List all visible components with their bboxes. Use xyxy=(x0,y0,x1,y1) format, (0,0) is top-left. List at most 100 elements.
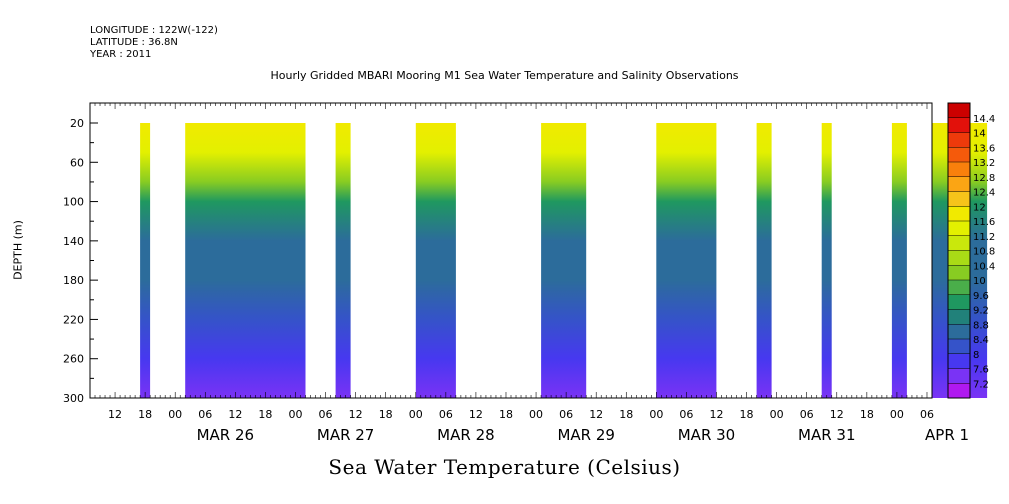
colorbar-swatch xyxy=(948,176,970,192)
x-hour-label: 18 xyxy=(258,408,272,421)
colorbar-swatch xyxy=(948,250,970,266)
colorbar-swatch xyxy=(948,324,970,340)
data-segment-0 xyxy=(140,123,151,398)
colorbar-swatch xyxy=(948,353,970,369)
y-tick-label: 100 xyxy=(63,196,84,209)
colorbar-label: 8.8 xyxy=(973,320,989,331)
colorbar-swatch xyxy=(948,191,970,207)
data-segment-3 xyxy=(415,123,456,398)
colorbar-label: 11.2 xyxy=(973,232,995,243)
data-segment-4 xyxy=(541,123,587,398)
colorbar-label: 8.4 xyxy=(973,335,989,346)
data-segment-5 xyxy=(656,123,717,398)
y-axis: 20 60 100 140 180 220 260 300 xyxy=(63,117,98,405)
x-hour-label: 18 xyxy=(379,408,393,421)
x-hour-label: 06 xyxy=(198,408,212,421)
colorbar-label: 7.6 xyxy=(973,365,989,376)
colorbar-label: 13.2 xyxy=(973,158,995,169)
x-hour-label: 00 xyxy=(529,408,543,421)
colorbar-label: 10.4 xyxy=(973,261,995,272)
colorbar-label: 11.6 xyxy=(973,217,995,228)
x-axis-title: Sea Water Temperature (Celsius) xyxy=(328,455,681,479)
data-segment-6 xyxy=(756,123,772,398)
x-day-label: APR 1 xyxy=(925,426,969,444)
colorbar-swatch xyxy=(948,117,970,133)
colorbar-swatch xyxy=(948,265,970,281)
colorbar-label: 10 xyxy=(973,276,986,287)
x-day-label: MAR 31 xyxy=(798,426,855,444)
colorbar-swatch xyxy=(948,383,970,399)
colorbar-label: 12.4 xyxy=(973,188,995,199)
data-segments xyxy=(140,123,988,398)
colorbar-swatch xyxy=(948,339,970,355)
colorbar-swatch xyxy=(948,235,970,251)
x-hour-label: 12 xyxy=(469,408,483,421)
colorbar-label: 13.6 xyxy=(973,143,995,154)
x-hour-label: 18 xyxy=(619,408,633,421)
colorbar-swatch xyxy=(948,309,970,325)
data-segment-2 xyxy=(335,123,351,398)
colorbar-swatch xyxy=(948,280,970,296)
x-day-label: MAR 27 xyxy=(317,426,374,444)
x-day-label: MAR 28 xyxy=(437,426,494,444)
x-hour-label: 00 xyxy=(409,408,423,421)
x-hour-label: 12 xyxy=(589,408,603,421)
x-hour-label: 06 xyxy=(559,408,573,421)
x-hour-label: 06 xyxy=(439,408,453,421)
colorbar-swatch xyxy=(948,132,970,148)
x-axis: 12 18 00 06 12 18 00 06 12 18 00 06 12 18 00 06 12 18 00 06… xyxy=(89,103,969,444)
x-day-label: MAR 26 xyxy=(197,426,254,444)
x-hour-label: 00 xyxy=(770,408,784,421)
colorbar-label: 9.2 xyxy=(973,306,989,317)
x-hour-label: 00 xyxy=(890,408,904,421)
x-hour-label: 18 xyxy=(138,408,152,421)
y-tick-label: 220 xyxy=(63,313,84,326)
y-tick-label: 180 xyxy=(63,274,84,287)
colorbar-label: 10.8 xyxy=(973,247,995,258)
colorbar-swatch xyxy=(948,368,970,384)
longitude-label: LONGITUDE : 122W(-122) xyxy=(90,25,218,36)
colorbar-label: 7.2 xyxy=(973,379,989,390)
x-hour-label: 00 xyxy=(288,408,302,421)
x-hour-label: 18 xyxy=(499,408,513,421)
data-segment-8 xyxy=(891,123,907,398)
x-hour-label: 00 xyxy=(649,408,663,421)
y-tick-label: 20 xyxy=(70,117,84,130)
x-hour-label: 12 xyxy=(709,408,723,421)
x-day-label: MAR 30 xyxy=(678,426,735,444)
colorbar-label: 9.6 xyxy=(973,291,989,302)
x-hour-label: 12 xyxy=(349,408,363,421)
x-day-label: MAR 29 xyxy=(557,426,614,444)
colorbar-swatch xyxy=(948,162,970,178)
x-hour-label: 06 xyxy=(319,408,333,421)
colorbar-swatch xyxy=(948,221,970,237)
data-segment-1 xyxy=(185,123,306,398)
colorbar-label: 14 xyxy=(973,129,986,140)
x-hour-label: 06 xyxy=(920,408,934,421)
colorbar-label: 8 xyxy=(973,350,979,361)
colorbar: 14.4 14 13.6 13.2 12.8 12.4 12 11.6 11.2 10.8 10.4… xyxy=(947,102,995,399)
chart-title: Hourly Gridded MBARI Mooring M1 Sea Wate… xyxy=(270,69,739,82)
y-tick-label: 140 xyxy=(63,235,84,248)
colorbar-swatch xyxy=(948,294,970,310)
data-segment-7 xyxy=(821,123,832,398)
colorbar-label: 14.4 xyxy=(973,114,995,125)
colorbar-swatch xyxy=(948,147,970,163)
colorbar-label: 12 xyxy=(973,202,986,213)
year-label: YEAR : 2011 xyxy=(90,49,152,60)
x-hour-label: 12 xyxy=(228,408,242,421)
x-hour-label: 12 xyxy=(830,408,844,421)
latitude-label: LATITUDE : 36.8N xyxy=(90,37,178,48)
x-hour-label: 18 xyxy=(860,408,874,421)
x-hour-label: 00 xyxy=(168,408,182,421)
y-tick-label: 300 xyxy=(63,392,84,405)
colorbar-swatch xyxy=(948,103,970,119)
colorbar-label: 12.8 xyxy=(973,173,995,184)
x-hour-label: 06 xyxy=(679,408,693,421)
y-tick-label: 260 xyxy=(63,353,84,366)
x-hour-label: 18 xyxy=(740,408,754,421)
y-tick-label: 60 xyxy=(70,156,84,169)
x-hour-label: 12 xyxy=(108,408,122,421)
x-hour-label: 06 xyxy=(800,408,814,421)
